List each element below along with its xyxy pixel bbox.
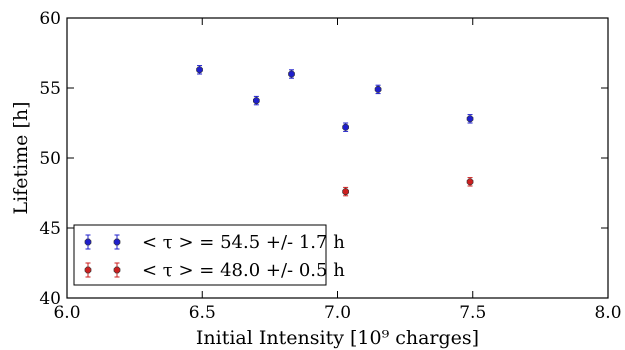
- x-tick-label: 8.0: [594, 303, 621, 323]
- marker: [84, 266, 92, 274]
- x-tick-label: 6.0: [53, 303, 80, 323]
- marker: [342, 123, 349, 131]
- legend-entry-1: < τ > = 54.5 +/- 1.7 h: [84, 232, 345, 253]
- x-axis-label: Initial Intensity [10⁹ charges]: [196, 327, 479, 349]
- data-points: [196, 65, 474, 197]
- legend-marker: [84, 262, 92, 278]
- marker: [113, 266, 121, 274]
- y-tick-label: 55: [39, 79, 61, 99]
- legend-entries: < τ > = 54.5 +/- 1.7 h < τ > = 48.0 +/- 0…: [84, 232, 345, 281]
- tick-labels: 6.0 6.5 7.0 7.5 8.0 40 45 50 55 60: [39, 9, 621, 323]
- legend-entry-2: < τ > = 48.0 +/- 0.5 h: [84, 260, 345, 281]
- legend-marker: [113, 262, 121, 278]
- x-tick-label: 7.0: [324, 303, 351, 323]
- y-tick-label: 50: [39, 149, 61, 169]
- marker: [113, 238, 121, 246]
- marker: [466, 115, 474, 123]
- marker: [374, 86, 382, 93]
- x-tick-label: 6.5: [189, 303, 216, 323]
- data-point: [342, 186, 349, 197]
- data-point: [253, 95, 260, 106]
- y-tick-label: 40: [39, 289, 61, 309]
- series-2: [342, 177, 474, 197]
- data-point: [466, 177, 474, 187]
- legend-marker: [113, 234, 121, 250]
- series-1: [196, 65, 474, 132]
- y-tick-label: 60: [39, 9, 61, 29]
- legend-label: < τ > = 48.0 +/- 0.5 h: [142, 260, 345, 281]
- y-tick-label: 45: [39, 219, 61, 239]
- legend: < τ > = 54.5 +/- 1.7 h < τ > = 48.0 +/- 0…: [73, 224, 345, 286]
- marker: [342, 188, 349, 195]
- plot-frame: [66, 17, 609, 299]
- x-tick-label: 7.5: [459, 303, 486, 323]
- data-point: [288, 69, 295, 79]
- marker: [253, 97, 260, 104]
- marker: [466, 178, 474, 186]
- y-axis-label: Lifetime [h]: [10, 101, 32, 214]
- marker: [196, 66, 203, 74]
- marker: [288, 70, 295, 78]
- data-point: [342, 122, 349, 132]
- data-point: [196, 65, 203, 75]
- legend-label: < τ > = 54.5 +/- 1.7 h: [142, 232, 345, 253]
- data-point: [374, 84, 382, 95]
- marker: [84, 238, 92, 246]
- data-point: [466, 114, 474, 124]
- legend-marker: [84, 234, 92, 250]
